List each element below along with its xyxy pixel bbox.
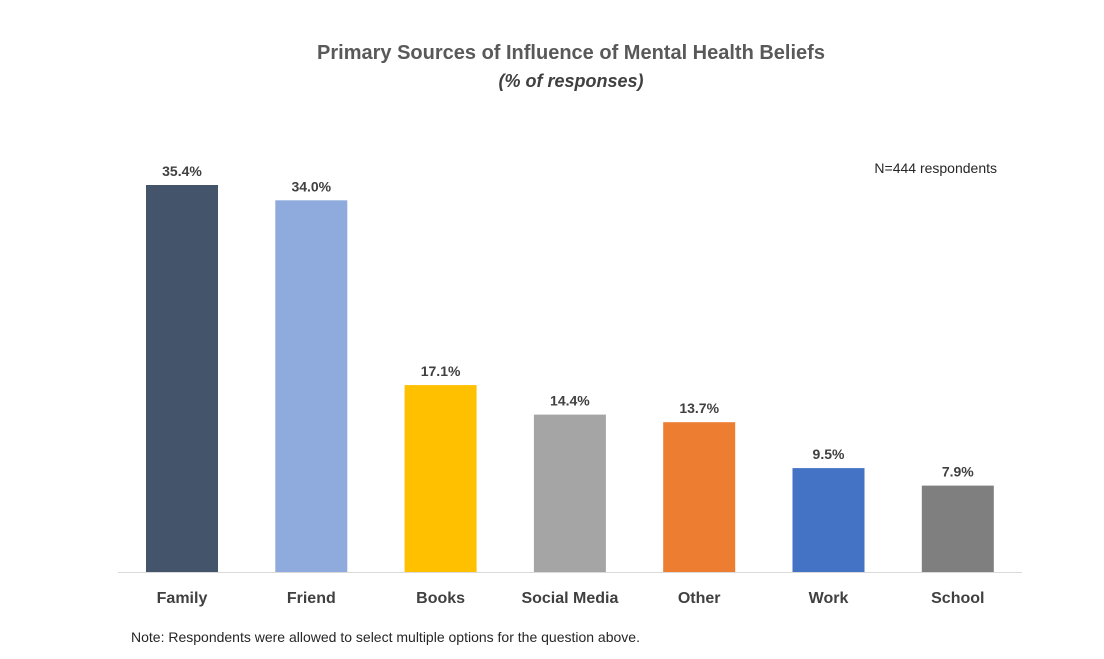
category-label-other: Other — [678, 590, 721, 607]
category-label-books: Books — [416, 590, 465, 607]
bar-books — [404, 385, 477, 572]
data-label-family: 35.4% — [162, 163, 202, 179]
bar-friend — [275, 200, 348, 573]
data-label-books: 17.1% — [421, 363, 461, 379]
chart-subtitle: (% of responses) — [498, 71, 643, 91]
bar-social-media — [533, 414, 606, 572]
data-label-school: 7.9% — [942, 464, 974, 480]
category-label-family: Family — [157, 590, 208, 607]
bar-family — [146, 185, 218, 572]
category-label-work: Work — [809, 590, 849, 607]
bar-work — [792, 468, 865, 572]
data-label-work: 9.5% — [813, 446, 845, 462]
chart-title: Primary Sources of Influence of Mental H… — [317, 42, 825, 64]
footnote: Note: Respondents were allowed to select… — [131, 629, 640, 645]
data-label-other: 13.7% — [679, 400, 719, 416]
bar-other — [663, 422, 736, 572]
bar-school — [921, 485, 994, 572]
data-label-friend: 34.0% — [291, 178, 331, 194]
category-label-school: School — [931, 590, 984, 607]
category-labels-group: Family Friend Books Social Media Other Work Sc… — [157, 590, 985, 607]
data-labels-group: 35.4% 34.0% 17.1% 14.4% 13.7% 9.5% 7.9% — [162, 163, 974, 480]
bars-group — [146, 185, 994, 573]
sample-size-annotation: N=444 respondents — [874, 160, 997, 176]
data-label-social-media: 14.4% — [550, 393, 590, 409]
category-label-friend: Friend — [287, 590, 336, 607]
category-label-social-media: Social Media — [521, 590, 618, 607]
